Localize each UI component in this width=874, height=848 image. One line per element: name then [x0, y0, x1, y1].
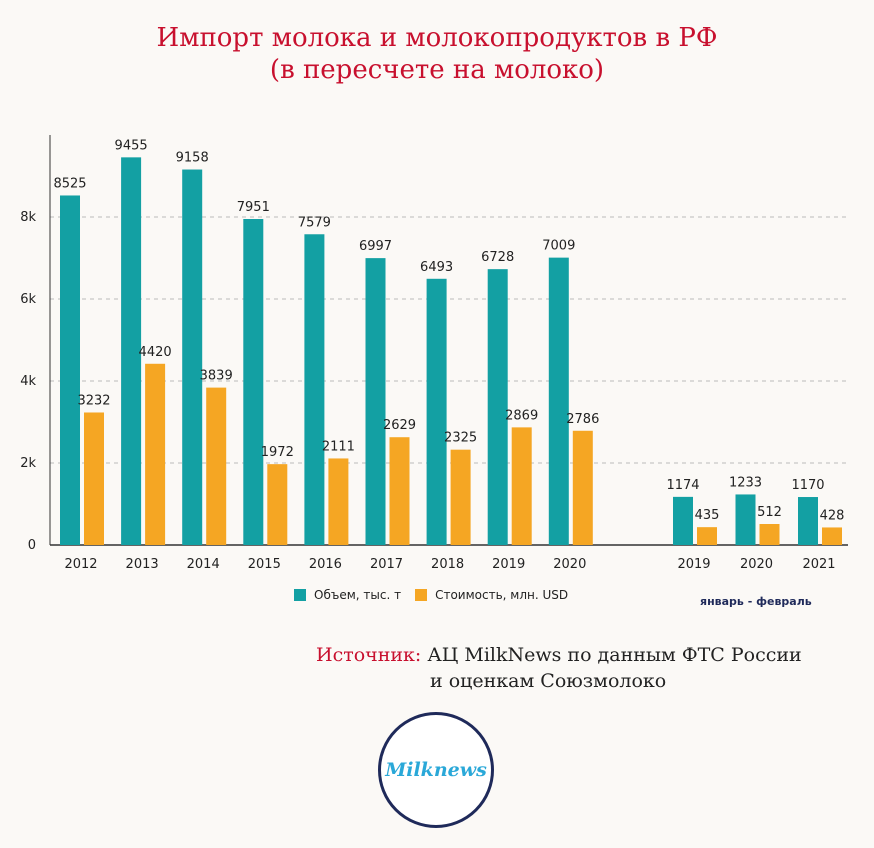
x-tick-label: 2013 — [126, 557, 159, 572]
data-label-volume: 6493 — [420, 260, 453, 275]
data-label-volume: 9455 — [115, 138, 148, 153]
y-tick-label: 0 — [28, 538, 36, 553]
source-line-2: и оценкам Союзмолоко — [430, 670, 667, 692]
y-tick-label: 4k — [20, 374, 36, 389]
bar-volume — [548, 257, 569, 545]
bar-volume — [304, 234, 325, 546]
x-tick-label: 2018 — [431, 557, 464, 572]
y-tick-label: 2k — [20, 456, 36, 471]
source-text-1: АЦ MilkNews по данным ФТС России — [421, 644, 802, 666]
data-label-cost: 512 — [757, 505, 782, 520]
data-label-cost: 2111 — [322, 439, 355, 454]
chart-title: Импорт молока и молокопродуктов в РФ (в … — [0, 22, 874, 86]
bar-cost — [759, 524, 780, 545]
data-label-cost: 2869 — [505, 408, 538, 423]
bar-cost — [267, 464, 288, 545]
bar-volume — [798, 497, 818, 545]
bar-cost — [450, 449, 471, 545]
bar-volume — [121, 157, 142, 545]
data-label-cost: 2629 — [383, 418, 416, 433]
bar-cost — [84, 412, 104, 545]
source-label: Источник: — [316, 644, 422, 666]
source-note: Источник: АЦ MilkNews по данным ФТС Росс… — [316, 642, 802, 694]
bar-cost — [328, 458, 349, 545]
data-label-volume: 1174 — [666, 478, 699, 493]
data-label-volume: 1233 — [729, 475, 762, 490]
bar-volume — [735, 494, 756, 545]
data-label-cost: 3839 — [200, 369, 233, 384]
y-tick-label: 6k — [20, 292, 36, 307]
x-tick-label: 2016 — [309, 557, 342, 572]
bar-chart: 0 2k 4k 6k 8k 8525 3232 2012 9455 4420 2013 9158 383… — [20, 135, 848, 572]
bar-volume — [365, 258, 386, 545]
x-tick-label: 2020 — [740, 557, 773, 572]
logo-text: Milknews — [385, 759, 487, 781]
data-label-volume: 6997 — [359, 239, 392, 254]
x-tick-label: 2015 — [248, 557, 281, 572]
data-label-volume: 7009 — [542, 239, 575, 254]
bar-volume — [182, 169, 203, 545]
data-label-volume: 1170 — [791, 478, 824, 493]
data-label-cost: 2325 — [444, 431, 477, 446]
data-label-volume: 6728 — [481, 250, 514, 265]
x-tick-label: 2019 — [677, 557, 710, 572]
bar-volume — [487, 269, 508, 545]
source-line-1: Источник: АЦ MilkNews по данным ФТС Росс… — [316, 642, 802, 668]
bar-cost — [145, 363, 166, 545]
legend-swatch-volume — [294, 589, 306, 601]
bar-volume — [243, 219, 264, 545]
data-label-cost: 3232 — [77, 393, 110, 408]
bar-cost — [389, 437, 410, 545]
bar-cost — [697, 527, 717, 545]
bar-cost — [822, 527, 842, 545]
legend-item-cost: Стоимость, млн. USD — [415, 588, 568, 602]
bar-volume — [426, 278, 447, 545]
legend-label-cost: Стоимость, млн. USD — [435, 588, 569, 602]
data-label-volume: 7951 — [237, 200, 270, 215]
data-label-volume: 8525 — [53, 176, 86, 191]
period-note: январь - февраль — [700, 595, 812, 608]
x-tick-label: 2019 — [492, 557, 525, 572]
data-label-cost: 435 — [695, 508, 720, 523]
data-label-cost: 4420 — [139, 345, 172, 360]
title-line-1: Импорт молока и молокопродуктов в РФ — [156, 23, 718, 53]
legend-item-volume: Объем, тыс. т — [294, 588, 401, 602]
data-label-cost: 2786 — [566, 412, 599, 427]
legend-swatch-cost — [415, 589, 428, 601]
bar-volume — [673, 496, 693, 545]
bar-cost — [206, 387, 227, 545]
milknews-logo: Milknews — [378, 712, 494, 828]
x-tick-label: 2012 — [64, 557, 97, 572]
data-label-volume: 7579 — [298, 215, 331, 230]
bar-cost — [511, 427, 532, 545]
data-label-cost: 1972 — [261, 445, 294, 460]
x-tick-label: 2021 — [802, 557, 835, 572]
data-label-cost: 428 — [820, 508, 845, 523]
y-tick-label: 8k — [20, 210, 36, 225]
data-label-volume: 9158 — [176, 151, 209, 166]
x-tick-label: 2017 — [370, 557, 403, 572]
x-tick-label: 2014 — [187, 557, 220, 572]
legend-label-volume: Объем, тыс. т — [314, 588, 402, 602]
chart-legend: Объем, тыс. т Стоимость, млн. USD — [294, 588, 582, 602]
bar-volume — [60, 195, 80, 545]
title-line-2: (в пересчете на молоко) — [269, 55, 605, 85]
x-tick-label: 2020 — [553, 557, 586, 572]
bar-cost — [572, 430, 593, 545]
